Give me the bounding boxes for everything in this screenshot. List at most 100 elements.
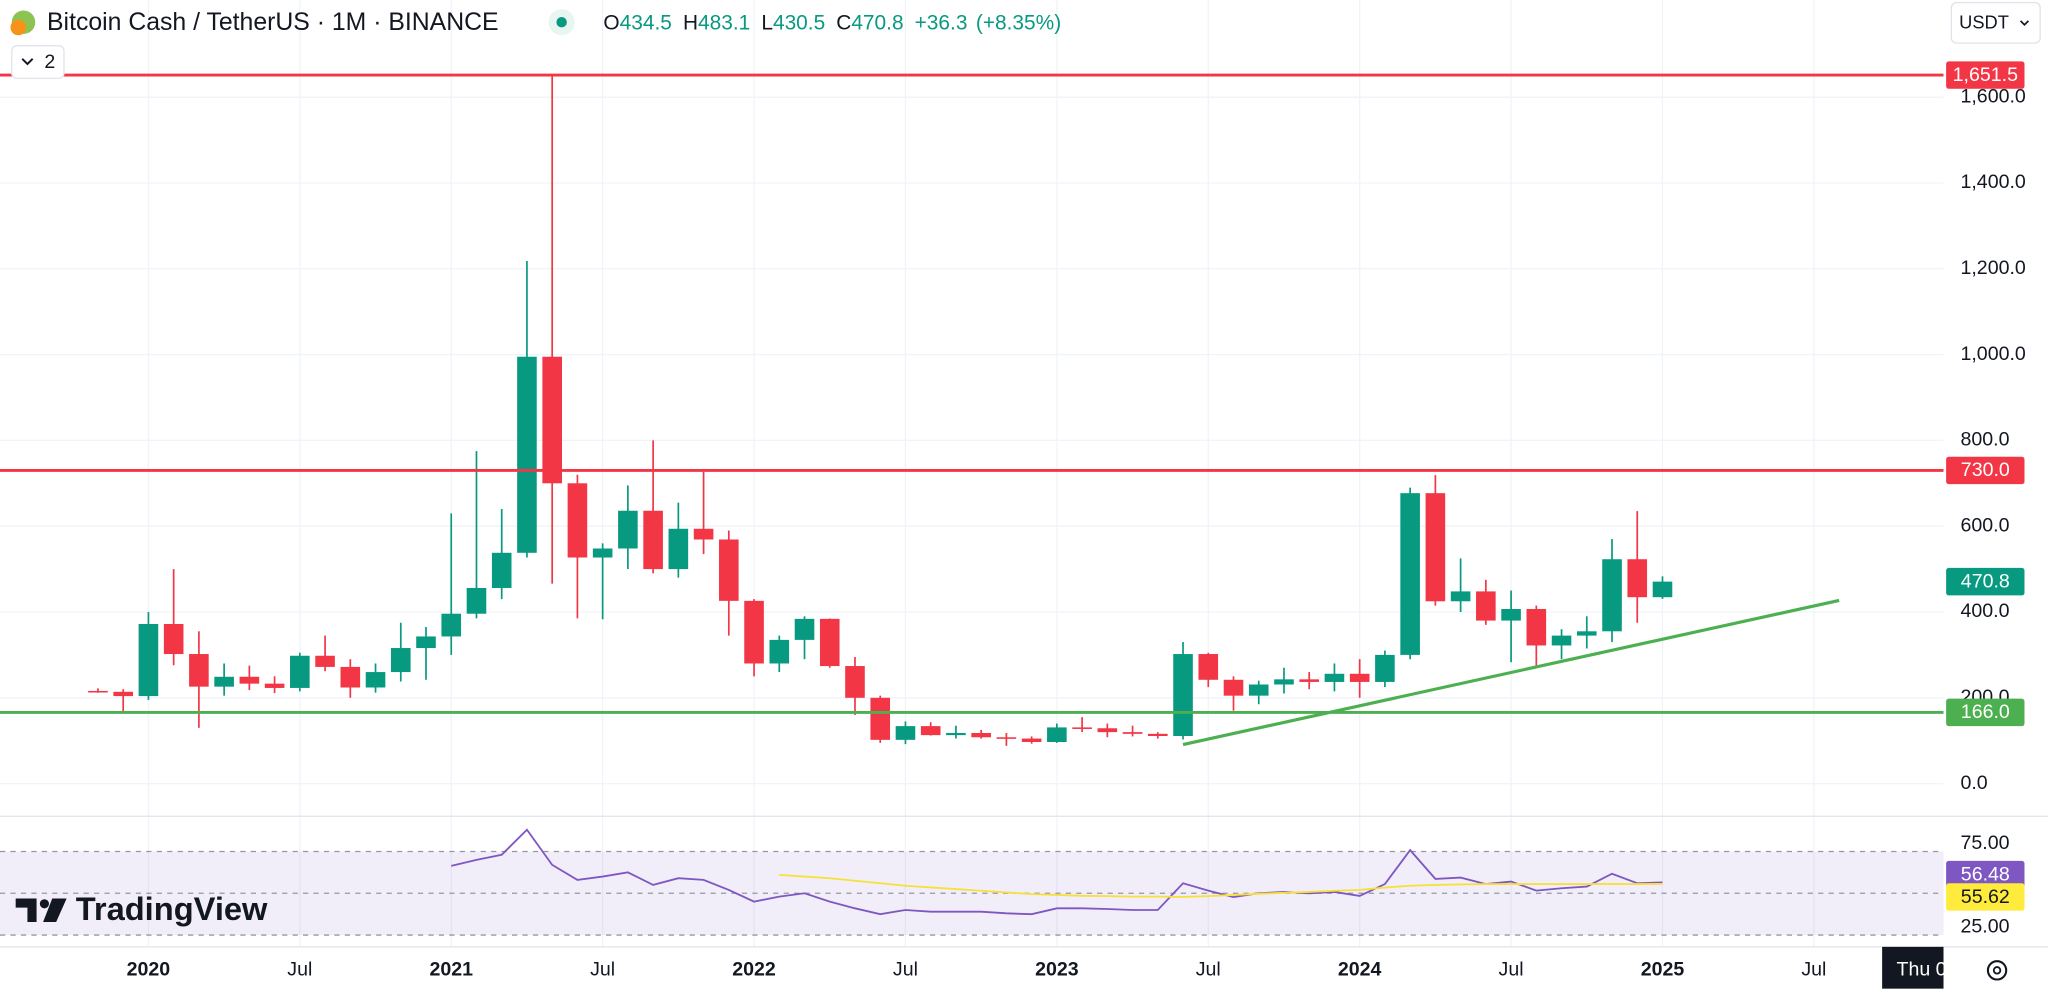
candle-body xyxy=(794,618,815,640)
y-tick-label: 0.0 xyxy=(1960,772,1987,794)
logo-mark-slash xyxy=(43,898,67,923)
rsi-last-label: 55.62 xyxy=(1961,886,2010,908)
ohlc-legend: O434.5 H483.1 L430.5 C470.8 +36.3 (+8.35… xyxy=(603,11,1061,34)
candle-body xyxy=(390,648,411,673)
candle-body xyxy=(668,528,689,570)
candle-body xyxy=(239,676,260,684)
candle-body xyxy=(340,666,361,688)
candle-body xyxy=(1652,581,1673,598)
candle-body xyxy=(88,690,108,693)
candle-body xyxy=(1248,684,1269,696)
time-axis: 2020 Jul 2021 Jul 2022 Jul 2023 Jul 2024 Jul 2025 J… xyxy=(127,959,1827,981)
x-tick-label: Jul xyxy=(1499,959,1524,981)
y-tick-label: 1,200.0 xyxy=(1960,257,2025,279)
y-tick-label: 1,000.0 xyxy=(1960,343,2025,365)
y-tick-label: 400.0 xyxy=(1960,600,2009,622)
candle-body xyxy=(1047,727,1067,742)
level-label: 730.0 xyxy=(1961,459,2010,481)
candle-body xyxy=(189,654,209,687)
candle-body xyxy=(138,624,159,697)
candle-body xyxy=(845,666,865,698)
candle-body xyxy=(1148,733,1168,736)
candle-body xyxy=(1072,727,1092,729)
date-box xyxy=(1882,946,1944,989)
symbol-icon-badge xyxy=(10,19,27,36)
date-box-text: Thu 0 xyxy=(1896,959,1946,981)
last-price-label-box xyxy=(1946,567,2025,596)
candle-body xyxy=(1602,559,1622,632)
logo-text: TradingView xyxy=(76,890,268,927)
currency-label: USDT xyxy=(1959,11,2009,32)
candle-body xyxy=(264,683,285,688)
pane-toggle-chevron xyxy=(21,58,34,66)
candle-body xyxy=(214,676,234,687)
candle-body xyxy=(163,624,184,655)
candle-body xyxy=(920,726,941,736)
candle-body xyxy=(491,552,512,588)
candle-body xyxy=(1274,679,1294,685)
logo-mark xyxy=(15,898,37,923)
candle-body xyxy=(1173,654,1193,736)
level-label: 166.0 xyxy=(1961,701,2010,723)
candle-body xyxy=(971,732,991,738)
candle-body xyxy=(895,726,916,740)
candle-body xyxy=(719,539,739,601)
open-label: O xyxy=(603,11,619,34)
candle-body xyxy=(693,528,714,540)
trendline xyxy=(1182,598,1840,747)
settings-icon[interactable] xyxy=(1986,960,2008,981)
x-tick-label: Jul xyxy=(1196,959,1221,981)
marks-layer xyxy=(0,73,1944,747)
candle-body xyxy=(1223,679,1244,696)
grid-layer xyxy=(0,0,1944,947)
market-status-dot xyxy=(556,16,567,28)
x-tick-label: 2021 xyxy=(429,959,473,981)
currency-button[interactable] xyxy=(1950,1,2041,44)
y-tick-label: 1,600.0 xyxy=(1960,85,2025,107)
x-tick-label: 2022 xyxy=(732,959,776,981)
level-label-box xyxy=(1946,698,2025,727)
x-tick-label: Jul xyxy=(287,959,312,981)
candle-body xyxy=(1324,673,1345,682)
candle-body xyxy=(1450,591,1471,602)
last-price-label: 470.8 xyxy=(1961,570,2010,592)
candle-body xyxy=(416,636,436,649)
candle-body xyxy=(1476,591,1496,621)
candle-body xyxy=(819,618,840,667)
candle-body xyxy=(567,483,588,558)
rsi-last-label-box xyxy=(1946,883,2025,911)
candle-body xyxy=(365,672,386,688)
candle-body xyxy=(1551,635,1572,646)
y-tick-label: 75.00 xyxy=(1960,832,2009,854)
pane-toggle-count: 2 xyxy=(44,51,55,73)
x-tick-label: 2020 xyxy=(127,959,171,981)
candle-body xyxy=(1627,559,1648,598)
candle-body xyxy=(1576,631,1597,636)
close-value: 470.8 xyxy=(851,11,903,34)
candle-body xyxy=(113,691,133,697)
x-tick-label: Jul xyxy=(893,959,918,981)
candle-body xyxy=(1122,732,1143,734)
rsi-last-label: 56.48 xyxy=(1961,863,2010,885)
candle-body xyxy=(1299,679,1320,682)
high-value: 483.1 xyxy=(698,11,750,34)
y-tick-label: 1,400.0 xyxy=(1960,171,2025,193)
candle-body xyxy=(643,510,663,570)
candle-body xyxy=(1400,493,1420,655)
y-tick-label: 25.00 xyxy=(1960,915,2009,937)
candle-body xyxy=(618,510,638,549)
y-tick-label: 800.0 xyxy=(1960,429,2009,451)
low-label: L xyxy=(761,11,773,34)
level-label: 1,651.5 xyxy=(1953,64,2018,86)
low-value: 430.5 xyxy=(773,11,825,34)
x-tick-label: 2025 xyxy=(1641,959,1685,981)
logo-mark-dot xyxy=(39,899,49,909)
price-scale-bg xyxy=(1943,0,2048,817)
candle-body xyxy=(946,732,966,736)
change-percent: (+8.35%) xyxy=(976,11,1061,34)
candle-body xyxy=(441,613,462,637)
pane-toggle[interactable] xyxy=(11,45,65,80)
price-scale: 0.0200.0400.0600.0800.01,000.01,200.01,4… xyxy=(1943,0,2048,947)
